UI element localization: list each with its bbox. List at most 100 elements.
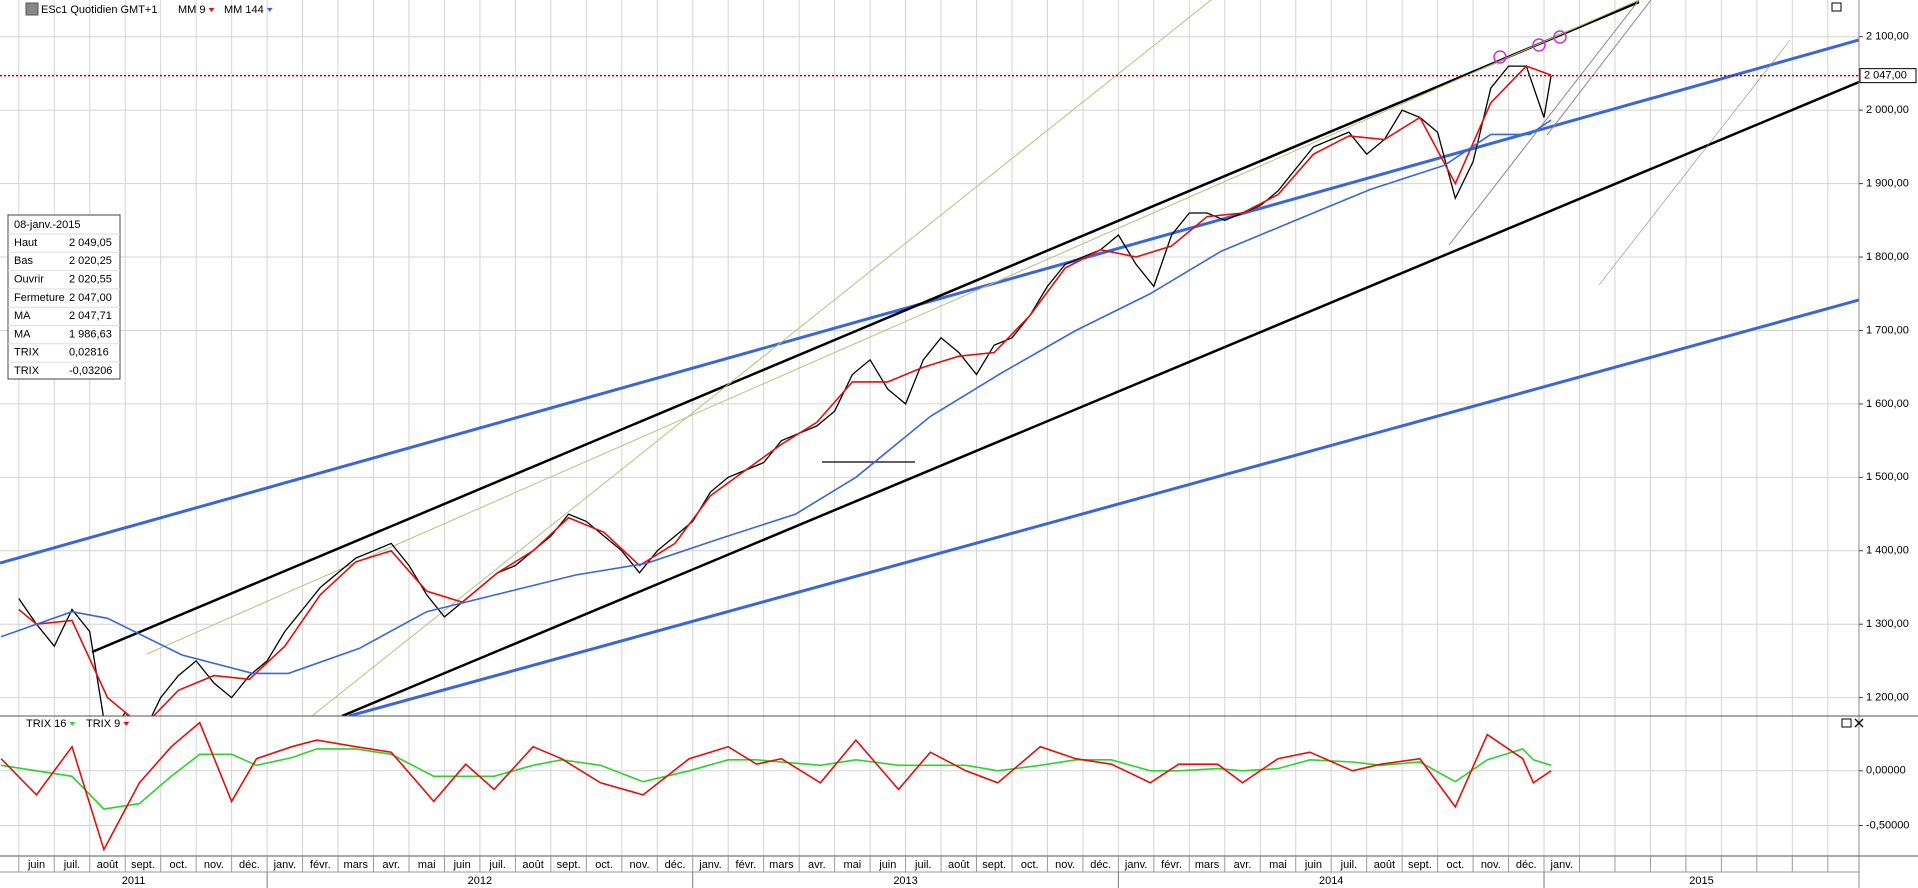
thin-line xyxy=(1546,0,1652,136)
x-tick-label: avr. xyxy=(382,859,400,871)
x-tick-label: sept. xyxy=(131,859,155,871)
last-price-label: 2 047,00 xyxy=(1864,70,1907,82)
x-tick-label: nov. xyxy=(1481,859,1501,871)
x-tick-label: août xyxy=(948,859,969,871)
year-label: 2014 xyxy=(1319,875,1343,887)
info-label: TRIX xyxy=(14,347,40,359)
x-tick-label: déc. xyxy=(665,859,686,871)
info-box: 08-janv.-2015 Haut 2 049,05 Bas 2 020,25 Ouv… xyxy=(7,214,121,380)
channel-line xyxy=(341,80,1859,716)
legend-entry[interactable]: TRIX 9 xyxy=(86,718,120,730)
info-value: 2 020,25 xyxy=(69,255,112,267)
x-tick-label: avr. xyxy=(808,859,826,871)
y-tick-label: 1 600,00 xyxy=(1866,398,1909,410)
x-tick-label: sept. xyxy=(557,859,581,871)
info-box-frame xyxy=(7,214,121,380)
info-value: 1 986,63 xyxy=(69,328,112,340)
thin-line xyxy=(146,0,1640,655)
x-tick-label: oct. xyxy=(1021,859,1039,871)
close-icon[interactable] xyxy=(1854,718,1864,728)
info-label: Fermeture xyxy=(14,292,65,304)
x-tick-label: juil. xyxy=(63,859,81,871)
annotations xyxy=(1493,30,1567,64)
y-tick-label: 1 300,00 xyxy=(1866,618,1909,630)
x-tick-label: déc. xyxy=(239,859,260,871)
window-icon[interactable] xyxy=(1841,718,1852,728)
x-tick-label: sept. xyxy=(982,859,1006,871)
x-tick-label: mai xyxy=(843,859,861,871)
dropdown-arrow xyxy=(266,7,273,12)
thin-line xyxy=(1448,0,1640,246)
x-tick-label: mars xyxy=(344,859,369,871)
channel-line xyxy=(91,0,1640,654)
x-tick-label: janv. xyxy=(1124,859,1147,871)
info-value: 0,02816 xyxy=(69,347,109,359)
info-label: Bas xyxy=(14,255,33,267)
y-tick-label: 2 100,00 xyxy=(1866,31,1909,43)
x-tick-label: mars xyxy=(1195,859,1220,871)
y-tick-label: 1 900,00 xyxy=(1866,177,1909,189)
info-label: Haut xyxy=(14,237,37,249)
x-tick-label: juil. xyxy=(914,859,932,871)
year-label: 2011 xyxy=(122,875,146,887)
x-tick-label: sept. xyxy=(1408,859,1432,871)
x-tick-label: juin xyxy=(27,859,45,871)
y-tick-label: 1 500,00 xyxy=(1866,471,1909,483)
x-tick-label: déc. xyxy=(1516,859,1537,871)
info-label: TRIX xyxy=(14,365,40,377)
y-tick-label: 1 200,00 xyxy=(1866,692,1909,704)
info-value: 2 020,55 xyxy=(69,274,112,286)
info-value: 2 047,00 xyxy=(69,292,112,304)
x-tick-label: févr. xyxy=(736,859,757,871)
last-price-box xyxy=(1859,68,1917,84)
chart-title: ESc1 Quotidien GMT+1 xyxy=(41,4,157,16)
x-tick-label: mai xyxy=(418,859,436,871)
trix-layer xyxy=(0,721,1552,852)
info-value: -0,03206 xyxy=(69,365,112,377)
y-tick-label: 0,00000 xyxy=(1866,765,1906,777)
info-label: Ouvrir xyxy=(14,274,44,286)
series-line xyxy=(0,721,1552,852)
window-icon[interactable] xyxy=(1831,2,1842,12)
x-tick-label: nov. xyxy=(1055,859,1075,871)
x-tick-label: oct. xyxy=(595,859,613,871)
thin-line xyxy=(1598,39,1791,286)
x-tick-label: juil. xyxy=(1340,859,1358,871)
dropdown-arrow xyxy=(69,721,76,726)
x-tick-label: avr. xyxy=(1234,859,1252,871)
year-label: 2012 xyxy=(468,875,492,887)
dropdown-arrow xyxy=(123,721,130,726)
x-tick-label: déc. xyxy=(1090,859,1111,871)
year-label: 2013 xyxy=(893,875,917,887)
x-tick-label: juil. xyxy=(488,859,506,871)
legend-entry[interactable]: TRIX 16 xyxy=(26,718,66,730)
x-tick-label: janv. xyxy=(273,859,296,871)
info-date: 08-janv.-2015 xyxy=(14,219,80,231)
drawings xyxy=(0,0,1859,716)
x-tick-label: mars xyxy=(769,859,794,871)
x-tick-label: janv. xyxy=(698,859,721,871)
x-tick-label: janv. xyxy=(1550,859,1573,871)
header: ESc1 Quotidien GMT+1 MM 9 MM 144 TRIX 16… xyxy=(26,4,264,730)
info-value: 2 049,05 xyxy=(69,237,112,249)
x-tick-label: juin xyxy=(878,859,896,871)
y-tick-label: 1 800,00 xyxy=(1866,251,1909,263)
x-tick-label: août xyxy=(522,859,543,871)
y-tick-label: 1 700,00 xyxy=(1866,324,1909,336)
thin-line xyxy=(311,0,1212,716)
legend-entry[interactable]: MM 144 xyxy=(224,4,264,16)
y-tick-label: 2 000,00 xyxy=(1866,104,1909,116)
legend-entry[interactable]: MM 9 xyxy=(178,4,206,16)
symbol-icon[interactable] xyxy=(25,2,39,16)
x-tick-label: nov. xyxy=(630,859,650,871)
info-label: MA xyxy=(14,328,31,340)
x-tick-label: oct. xyxy=(1446,859,1464,871)
circle-mark xyxy=(1553,30,1567,44)
x-tick-label: juin xyxy=(453,859,471,871)
y-tick-label: 1 400,00 xyxy=(1866,545,1909,557)
info-label: MA xyxy=(14,310,31,322)
x-tick-label: août xyxy=(97,859,118,871)
